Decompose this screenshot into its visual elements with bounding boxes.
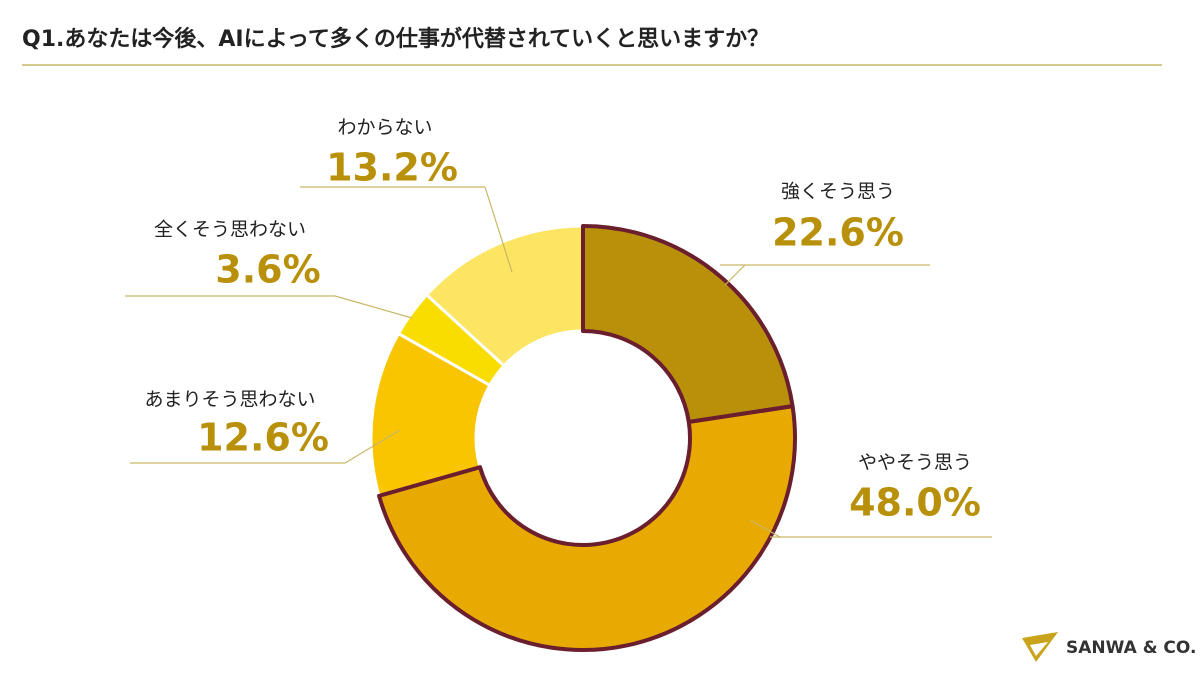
slice-label: 強くそう思う [781,181,895,203]
slice-label: ややそう思う [858,452,972,474]
value-label: 3.6% [215,248,320,292]
logo-icon [1022,632,1058,662]
chart-title: Q1.あなたは今後、AIによって多くの仕事が代替されていくと思いますか？ [22,26,769,52]
leader-line [749,519,781,538]
slice-outline [581,224,795,424]
slice-label: あまりそう思わない [144,389,315,411]
slice-label: 全くそう思わない [154,219,306,241]
value-label: 22.6% [772,211,904,255]
value-label: 13.2% [326,146,458,190]
slice-label: わからない [337,117,432,139]
value-label: 12.6% [197,416,329,460]
leader-line [484,186,513,273]
leader-line [344,429,401,464]
slice-outline [377,404,797,652]
value-label: 48.0% [849,481,981,525]
logo-text: SANWA & CO. [1066,638,1196,658]
leader-line [334,295,413,319]
leader-line [724,264,746,286]
